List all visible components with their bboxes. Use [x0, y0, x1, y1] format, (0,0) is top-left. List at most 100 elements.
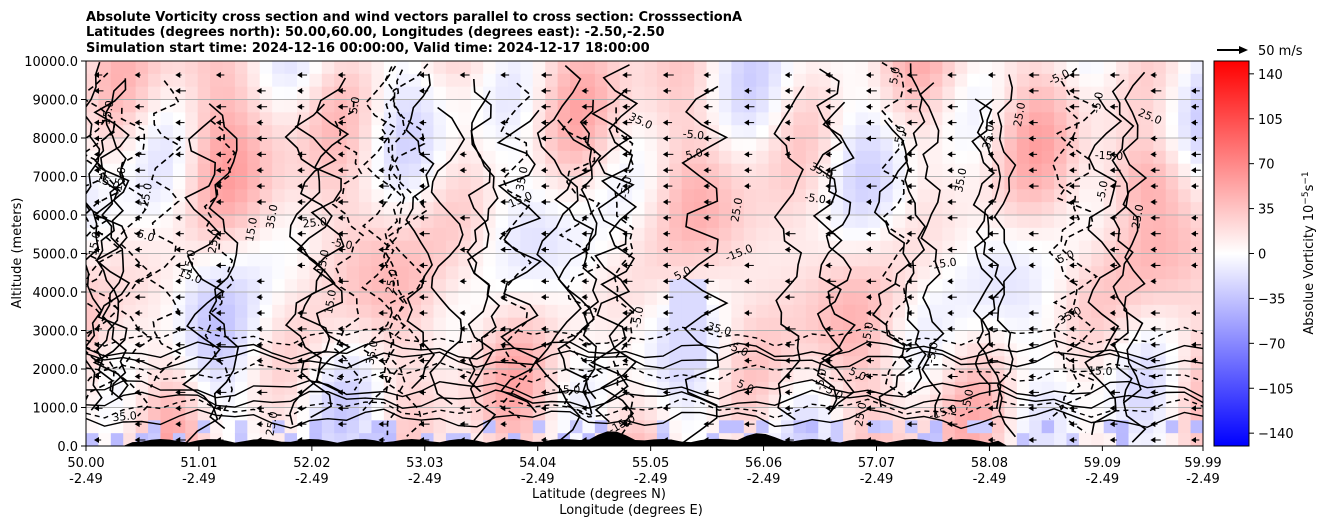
wind-vector-head	[622, 278, 628, 285]
wind-vector-head	[540, 135, 546, 142]
contour-label: -5.0	[960, 388, 977, 411]
field-cell	[98, 176, 112, 190]
field-cell	[1066, 73, 1080, 88]
field-cell	[346, 292, 360, 306]
contour-line	[86, 119, 111, 385]
field-cell	[1178, 266, 1192, 280]
field-cell	[992, 317, 1006, 332]
field-cell	[1016, 240, 1030, 255]
field-cell	[210, 253, 224, 267]
field-cell	[1078, 394, 1092, 409]
field-cell	[1128, 61, 1142, 75]
field-cell	[731, 73, 745, 88]
field-cell	[160, 176, 174, 190]
field-cell	[768, 73, 782, 88]
field-cell	[483, 343, 497, 357]
wind-vector-head	[947, 103, 953, 110]
field-cell	[470, 189, 484, 203]
field-cell	[830, 61, 844, 75]
field-cell	[334, 253, 348, 267]
field-cell	[805, 266, 819, 280]
field-cell	[421, 138, 435, 152]
colorbar-tick-label: 70	[1258, 158, 1275, 173]
field-cell	[830, 304, 844, 319]
wind-vector-head	[581, 341, 587, 348]
field-cell	[805, 279, 819, 293]
field-cell	[843, 343, 857, 357]
field-cell	[892, 202, 906, 216]
field-cell	[644, 420, 658, 434]
field-cell	[954, 240, 968, 255]
wind-vector-head	[703, 325, 709, 332]
wind-vector-head	[1150, 230, 1156, 237]
chart-title-line-3: Simulation start time: 2024-12-16 00:00:…	[86, 41, 650, 56]
field-cell	[458, 99, 472, 113]
field-cell	[929, 266, 943, 280]
field-cell	[1078, 73, 1092, 88]
field-cell	[1016, 112, 1030, 126]
field-cell	[855, 86, 869, 101]
field-cell	[1004, 317, 1018, 332]
field-cell	[867, 240, 881, 255]
field-cell	[644, 266, 658, 280]
field-cell	[681, 304, 695, 319]
field-cell	[346, 189, 360, 203]
field-cell	[1004, 369, 1018, 383]
field-cell	[768, 202, 782, 216]
field-cell	[1029, 279, 1043, 293]
field-cell	[892, 61, 906, 75]
contour-label: 25.0	[383, 268, 400, 294]
field-cell	[1091, 125, 1105, 139]
field-cell	[1004, 279, 1018, 293]
field-cell	[1029, 266, 1043, 280]
contour-line	[904, 63, 927, 391]
wind-vector-head	[784, 325, 790, 332]
wind-vector-head	[703, 103, 709, 110]
field-cell	[929, 304, 943, 319]
field-cell	[346, 125, 360, 139]
field-cell	[768, 163, 782, 178]
field-cell	[272, 202, 286, 216]
contour-line	[611, 107, 635, 446]
field-cell	[259, 304, 273, 319]
field-cell	[681, 189, 695, 203]
field-cell	[557, 202, 571, 216]
field-cell	[309, 61, 323, 75]
field-cell	[880, 86, 894, 101]
field-cell	[656, 330, 670, 344]
field-cell	[781, 279, 795, 293]
field-cell	[706, 381, 720, 396]
field-cell	[979, 253, 993, 267]
wind-vector-head	[581, 246, 587, 253]
field-cell	[656, 176, 670, 190]
field-cell	[1103, 138, 1117, 152]
field-cell	[532, 330, 546, 344]
field-cell	[1190, 292, 1203, 306]
field-cell	[942, 330, 956, 344]
field-cell	[1016, 163, 1030, 178]
field-cell	[892, 112, 906, 126]
field-cell	[1078, 253, 1092, 267]
field-cell	[458, 381, 472, 396]
wind-vector-head	[662, 294, 668, 301]
wind-vector-head	[1028, 151, 1034, 158]
wind-vector-head	[662, 310, 668, 317]
field-cell	[967, 266, 981, 280]
wind-vector-head	[1028, 246, 1034, 253]
field-cell	[768, 407, 782, 421]
field-cell	[259, 86, 273, 101]
field-cell	[1165, 202, 1179, 216]
wind-vector-head	[1069, 87, 1075, 94]
field-cell	[1016, 266, 1030, 280]
field-cell	[483, 369, 497, 383]
field-cell	[1140, 150, 1154, 165]
field-cell	[408, 73, 422, 88]
field-cell	[681, 73, 695, 88]
field-cell	[880, 150, 894, 165]
x-tick-label-lon: -2.49	[1186, 472, 1220, 487]
field-cell	[259, 330, 273, 344]
field-cell	[495, 150, 509, 165]
wind-vector-head	[825, 167, 831, 174]
field-cell	[532, 279, 546, 293]
field-cell	[954, 343, 968, 357]
